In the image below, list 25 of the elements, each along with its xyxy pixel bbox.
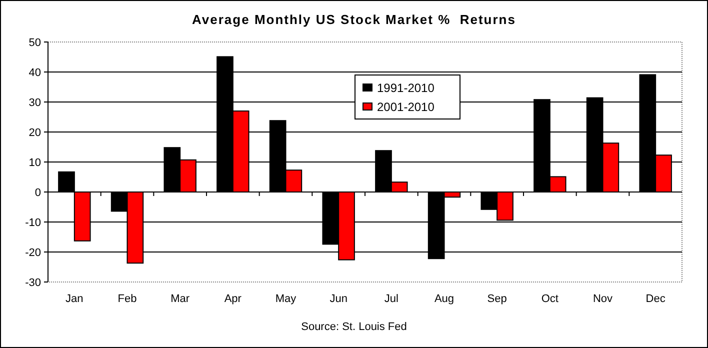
x-tick-label: Apr [224,293,242,305]
legend-label: 1991-2010 [377,81,435,96]
x-tick-label: Feb [118,293,137,305]
x-tick-label: Jul [384,293,398,305]
y-tick-label: -20 [25,246,41,259]
x-tick-label: Jun [330,293,348,305]
y-tick-label: -30 [25,276,41,289]
y-tick-label: 30 [28,96,41,109]
y-tick-label: 40 [28,66,41,79]
x-tick-label: Nov [592,293,614,305]
y-tick-label: 10 [28,156,41,169]
source-note: Source: St. Louis Fed [301,321,407,333]
x-tick-label: Dec [646,293,666,305]
y-tick-label: -10 [25,216,41,229]
y-tick-label: 50 [28,36,41,49]
legend-label: 2001-2010 [377,100,435,114]
x-tick-label: May [275,293,297,305]
x-tick-label: Aug [434,293,454,305]
y-tick-label: 0 [34,186,41,199]
chart-title: Average Monthly US Stock Market % Returns [192,12,516,27]
x-tick-label: Oct [541,293,558,305]
x-tick-label: Mar [170,293,190,305]
x-tick-label: Jan [66,293,84,305]
y-tick-label: 20 [28,126,41,139]
x-tick-label: Sep [487,293,507,305]
